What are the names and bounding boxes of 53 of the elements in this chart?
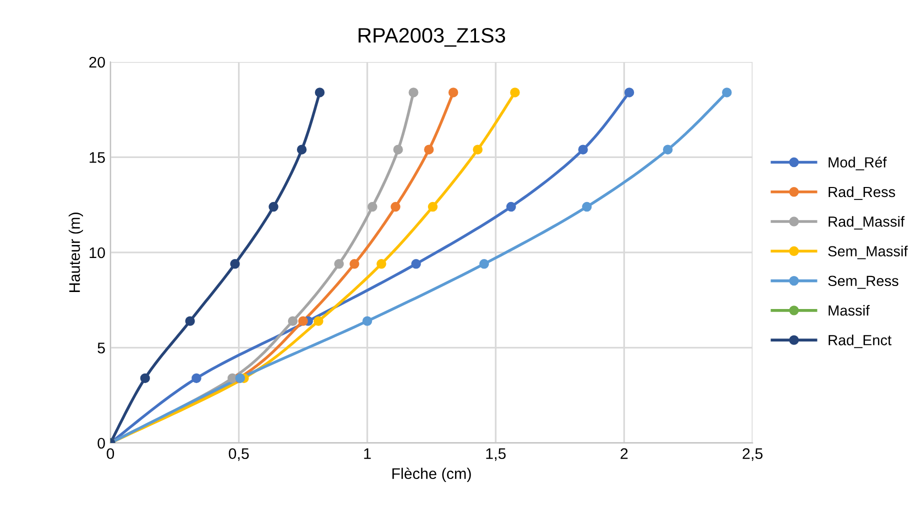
legend-label: Rad_Enct <box>828 334 892 348</box>
x-tick-label: 2,5 <box>742 448 763 461</box>
point <box>362 316 372 326</box>
legend-label: Sem_Massif <box>828 246 908 260</box>
x-tick-label: 1,5 <box>486 448 506 461</box>
point <box>479 259 489 269</box>
point <box>448 88 458 98</box>
point <box>314 88 325 98</box>
y-tick-label: 5 <box>98 342 105 354</box>
point <box>408 88 418 98</box>
x-axis-title: Flèche (cm) <box>392 468 471 482</box>
point <box>582 202 592 212</box>
point <box>376 259 386 269</box>
point <box>411 259 421 269</box>
point <box>578 144 588 154</box>
point <box>228 373 238 384</box>
point <box>268 202 278 212</box>
legend-label: Rad_Massif <box>828 216 905 230</box>
point <box>393 144 403 154</box>
y-tick-label: 0 <box>98 438 105 449</box>
point <box>390 202 400 212</box>
x-tick-label: 0 <box>106 448 114 460</box>
point <box>185 316 195 326</box>
y-tick-label: 20 <box>89 56 105 68</box>
x-tick-label: 0,5 <box>228 448 249 461</box>
point <box>140 373 150 384</box>
x-tick-label: 2 <box>620 448 628 459</box>
point <box>428 202 438 212</box>
point <box>296 144 307 154</box>
point <box>298 316 308 326</box>
point <box>368 202 378 212</box>
legend-label: Rad_Ress <box>828 186 896 200</box>
legend-label: Mod_Réf <box>828 156 887 170</box>
point <box>192 373 202 384</box>
point <box>334 259 344 269</box>
point <box>472 144 483 154</box>
point <box>350 259 360 269</box>
point <box>662 144 673 154</box>
y-tick-label: 10 <box>90 247 105 258</box>
point <box>288 316 298 326</box>
point <box>510 88 520 98</box>
y-axis-title: Hauteur (m) <box>68 212 83 292</box>
point <box>314 316 324 326</box>
y-tick-label: 15 <box>90 152 105 163</box>
legend-label: Sem_Ress <box>828 276 898 289</box>
point <box>722 88 732 98</box>
point <box>424 144 434 154</box>
point <box>506 202 516 212</box>
legend-label: Massif <box>828 304 870 316</box>
x-tick-label: 1 <box>364 448 371 459</box>
point <box>624 88 634 98</box>
chart-title: RPA2003_Z1S3 <box>358 28 506 47</box>
point <box>230 259 240 269</box>
